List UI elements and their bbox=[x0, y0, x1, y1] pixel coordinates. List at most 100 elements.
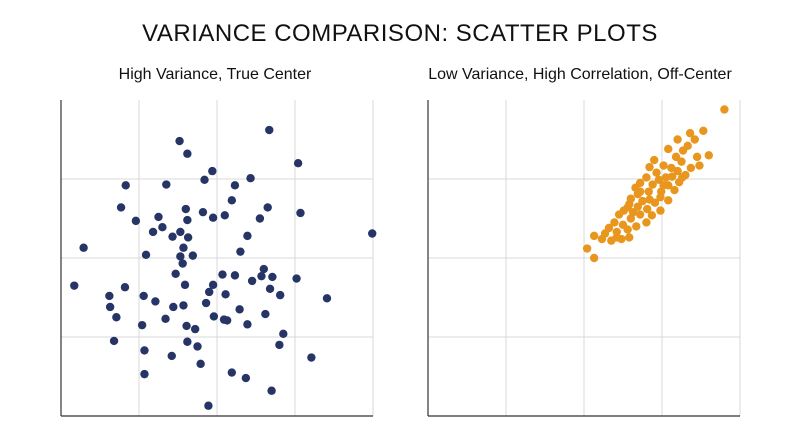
data-point bbox=[208, 166, 217, 176]
data-point bbox=[650, 155, 659, 165]
data-point bbox=[652, 168, 661, 177]
data-point bbox=[257, 271, 266, 281]
data-point bbox=[120, 283, 130, 292]
right-plot bbox=[427, 100, 741, 417]
data-point bbox=[625, 233, 634, 242]
data-point bbox=[139, 291, 148, 301]
data-point bbox=[218, 270, 227, 279]
data-point bbox=[293, 159, 303, 168]
chart-title: VARIANCE COMPARISON: SCATTER PLOTS bbox=[142, 20, 658, 47]
data-point bbox=[105, 291, 114, 301]
data-point bbox=[169, 302, 178, 312]
data-point bbox=[632, 222, 641, 231]
data-point bbox=[179, 301, 188, 310]
data-point bbox=[292, 274, 301, 283]
data-point bbox=[208, 280, 218, 290]
data-point bbox=[208, 213, 218, 222]
data-point bbox=[631, 183, 640, 192]
data-point bbox=[204, 401, 213, 410]
data-point bbox=[647, 211, 657, 220]
data-point bbox=[610, 218, 619, 227]
data-point bbox=[699, 126, 708, 136]
data-point bbox=[247, 276, 257, 286]
data-point bbox=[79, 243, 88, 252]
data-point bbox=[667, 172, 677, 181]
data-point bbox=[633, 189, 643, 199]
data-point bbox=[720, 105, 729, 114]
data-point bbox=[183, 149, 192, 158]
data-point bbox=[692, 152, 702, 162]
left-plot bbox=[60, 100, 377, 417]
data-point bbox=[677, 157, 686, 166]
data-point bbox=[109, 336, 119, 346]
data-point bbox=[625, 200, 634, 209]
data-point bbox=[368, 229, 377, 238]
data-point bbox=[265, 125, 274, 135]
data-point bbox=[221, 290, 230, 299]
data-point bbox=[597, 234, 607, 244]
data-point bbox=[220, 211, 229, 220]
data-point bbox=[112, 313, 121, 322]
data-point bbox=[648, 180, 657, 189]
data-point bbox=[179, 243, 188, 252]
data-point bbox=[200, 175, 209, 184]
data-point bbox=[190, 324, 200, 334]
data-point bbox=[175, 136, 184, 146]
data-point bbox=[222, 316, 232, 325]
data-point bbox=[659, 181, 668, 190]
data-point bbox=[642, 218, 651, 227]
data-point bbox=[690, 135, 699, 144]
data-point bbox=[673, 166, 682, 176]
data-point bbox=[582, 244, 592, 253]
data-point bbox=[176, 252, 185, 261]
data-point bbox=[267, 386, 276, 395]
data-point bbox=[158, 222, 167, 232]
data-point bbox=[140, 369, 149, 379]
data-point bbox=[70, 281, 79, 290]
data-point bbox=[183, 215, 192, 225]
data-point bbox=[209, 312, 219, 321]
data-point bbox=[183, 233, 193, 242]
data-point bbox=[227, 368, 237, 377]
data-point bbox=[181, 204, 190, 214]
data-point bbox=[161, 314, 170, 324]
data-point bbox=[644, 187, 653, 196]
data-point bbox=[661, 173, 671, 182]
data-point bbox=[121, 181, 130, 190]
data-point bbox=[131, 216, 141, 226]
data-point bbox=[167, 351, 176, 361]
data-point bbox=[633, 202, 643, 211]
data-point bbox=[654, 175, 664, 184]
data-point bbox=[279, 329, 288, 339]
data-point bbox=[188, 251, 198, 260]
data-point bbox=[227, 196, 237, 205]
data-point bbox=[168, 232, 177, 241]
data-point bbox=[635, 210, 645, 219]
data-point bbox=[638, 196, 647, 206]
data-point bbox=[230, 271, 240, 280]
data-point bbox=[642, 173, 651, 182]
data-point bbox=[275, 340, 284, 350]
data-point bbox=[148, 227, 158, 237]
data-point bbox=[182, 321, 191, 331]
data-point bbox=[265, 284, 275, 294]
data-point bbox=[154, 212, 163, 222]
data-point bbox=[230, 181, 240, 190]
data-point bbox=[205, 287, 214, 297]
data-point bbox=[645, 162, 654, 172]
data-point bbox=[105, 302, 115, 312]
data-point bbox=[263, 203, 272, 212]
data-point bbox=[656, 206, 665, 215]
data-point bbox=[678, 146, 688, 155]
data-point bbox=[607, 236, 616, 245]
data-point bbox=[151, 297, 160, 306]
data-point bbox=[685, 128, 695, 138]
data-point bbox=[255, 214, 265, 223]
data-point bbox=[196, 359, 205, 369]
data-point bbox=[664, 144, 673, 154]
data-point bbox=[140, 346, 149, 355]
data-point bbox=[171, 269, 180, 278]
data-point bbox=[198, 207, 208, 217]
data-point bbox=[243, 320, 252, 329]
